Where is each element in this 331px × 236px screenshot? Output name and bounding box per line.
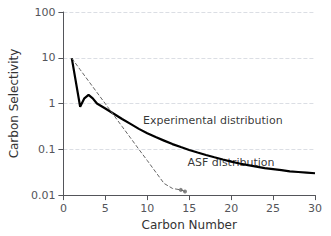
svg-text:1: 1 bbox=[48, 97, 55, 110]
svg-text:Carbon Number: Carbon Number bbox=[142, 218, 237, 232]
svg-text:ASF distribution: ASF distribution bbox=[187, 156, 275, 170]
svg-text:30: 30 bbox=[308, 202, 322, 215]
svg-text:5: 5 bbox=[102, 202, 109, 215]
svg-text:Carbon Selectivity: Carbon Selectivity bbox=[7, 49, 21, 159]
svg-text:Experimental distribution: Experimental distribution bbox=[143, 114, 283, 127]
svg-text:10: 10 bbox=[41, 51, 55, 64]
svg-text:20: 20 bbox=[224, 202, 238, 215]
svg-text:0: 0 bbox=[60, 202, 67, 215]
svg-text:0.1: 0.1 bbox=[38, 143, 56, 156]
svg-text:10: 10 bbox=[140, 202, 154, 215]
svg-text:15: 15 bbox=[182, 202, 196, 215]
svg-text:0.01: 0.01 bbox=[31, 189, 56, 202]
svg-text:100: 100 bbox=[34, 6, 55, 19]
svg-text:25: 25 bbox=[266, 202, 280, 215]
